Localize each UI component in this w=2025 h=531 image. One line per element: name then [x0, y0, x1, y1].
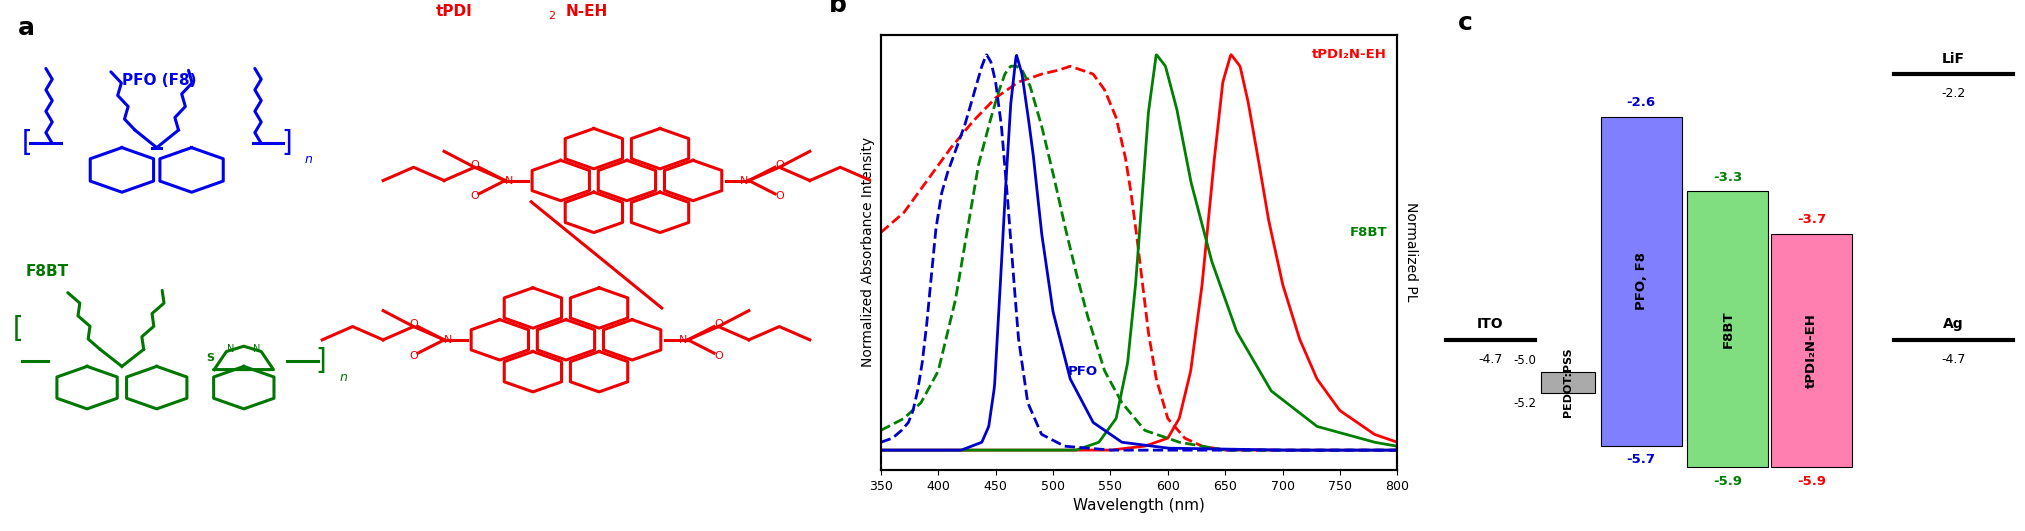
Text: 2: 2 — [549, 11, 555, 21]
Text: [: [ — [8, 315, 26, 343]
Text: O: O — [470, 160, 480, 169]
Text: Ag: Ag — [1944, 318, 1964, 331]
Text: -5.9: -5.9 — [1796, 475, 1827, 487]
Text: ]: ] — [314, 347, 330, 375]
Text: F8BT: F8BT — [26, 264, 69, 279]
Text: -5.2: -5.2 — [1513, 397, 1537, 410]
Bar — [1772, 234, 1851, 467]
Text: N-EH: N-EH — [565, 4, 608, 19]
Text: c: c — [1458, 11, 1472, 35]
Text: LiF: LiF — [1942, 52, 1964, 66]
Bar — [1541, 372, 1596, 393]
Text: N: N — [741, 176, 749, 185]
Text: N: N — [253, 345, 261, 354]
Text: n: n — [304, 153, 312, 166]
Text: O: O — [409, 319, 417, 329]
Text: [: [ — [18, 130, 34, 157]
Text: O: O — [715, 319, 723, 329]
Text: -2.6: -2.6 — [1626, 97, 1656, 109]
Text: N: N — [443, 335, 454, 345]
Text: -3.3: -3.3 — [1713, 171, 1742, 184]
Text: O: O — [409, 351, 417, 361]
Text: n: n — [340, 371, 348, 383]
Text: O: O — [776, 160, 784, 169]
Text: tPDI: tPDI — [435, 4, 472, 19]
Text: a: a — [18, 16, 34, 40]
Text: ITO: ITO — [1476, 318, 1505, 331]
Text: F8BT: F8BT — [1349, 226, 1387, 239]
X-axis label: Wavelength (nm): Wavelength (nm) — [1073, 498, 1205, 513]
Text: -5.7: -5.7 — [1626, 453, 1656, 466]
Text: -4.7: -4.7 — [1478, 353, 1503, 365]
Text: -3.7: -3.7 — [1796, 213, 1827, 226]
Text: b: b — [830, 0, 846, 17]
Y-axis label: Normalized PL: Normalized PL — [1403, 202, 1417, 302]
Text: -5.9: -5.9 — [1713, 475, 1742, 487]
Bar — [1602, 117, 1681, 446]
Text: O: O — [715, 351, 723, 361]
Text: S: S — [207, 354, 215, 363]
Text: PFO: PFO — [1067, 365, 1098, 379]
Bar — [1687, 191, 1768, 467]
Text: -2.2: -2.2 — [1942, 87, 1966, 100]
Text: -5.0: -5.0 — [1513, 355, 1537, 367]
Text: N: N — [504, 176, 514, 185]
Y-axis label: Normalized Absorbance Intensity: Normalized Absorbance Intensity — [861, 137, 875, 367]
Text: tPDI₂N-EH: tPDI₂N-EH — [1312, 48, 1387, 61]
Text: PEDOT:PSS: PEDOT:PSS — [1563, 347, 1573, 417]
Text: -4.7: -4.7 — [1942, 353, 1966, 365]
Text: PFO (F8): PFO (F8) — [122, 73, 196, 88]
Text: ]: ] — [279, 130, 296, 157]
Text: F8BT: F8BT — [1721, 311, 1733, 348]
Text: N: N — [227, 345, 235, 354]
Text: PFO, F8: PFO, F8 — [1634, 252, 1648, 311]
Text: O: O — [470, 192, 480, 201]
Text: tPDI₂N-EH: tPDI₂N-EH — [1804, 313, 1818, 388]
Text: O: O — [776, 192, 784, 201]
Text: N: N — [678, 335, 688, 345]
